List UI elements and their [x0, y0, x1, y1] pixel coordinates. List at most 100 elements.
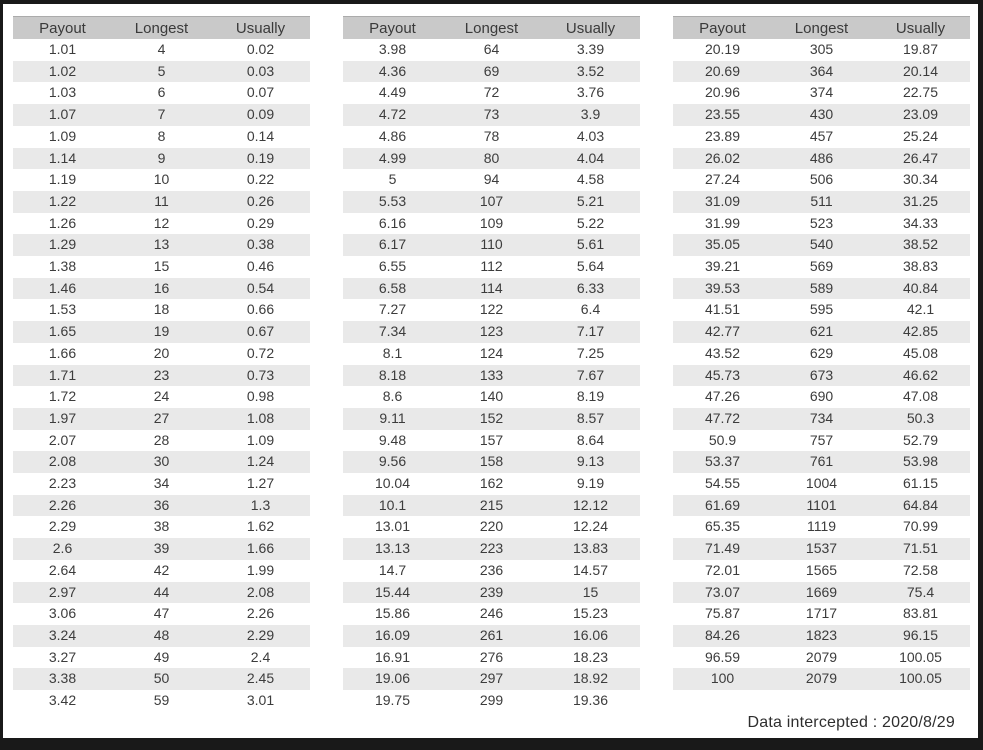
column-header-longest: Longest [442, 16, 541, 39]
cell-payout: 3.42 [48, 692, 77, 709]
cell-longest: 158 [442, 451, 541, 474]
cell-usually: 0.46 [246, 258, 275, 275]
cell-usually: 3.01 [246, 692, 275, 709]
cell-payout: 2.07 [48, 431, 77, 448]
payout-table-2: Payout Longest Usually 3.98 64 3.39 4.36 69 3… [343, 16, 640, 712]
cell-longest: 73 [442, 104, 541, 126]
cell-payout: 50.9 [708, 431, 737, 448]
cell-longest: 540 [772, 234, 871, 257]
cell-longest: 236 [479, 561, 504, 578]
cell-longest: 261 [442, 624, 541, 647]
table-row: 100 2079 100.05 [673, 668, 970, 691]
cell-longest: 1101 [772, 494, 871, 517]
cell-longest: 7 [112, 104, 211, 126]
cell-payout: 54.55 [704, 475, 741, 492]
table-row: 10.04 162 9.19 [343, 473, 640, 495]
cell-usually: 5.64 [576, 258, 605, 275]
column-header-longest: Longest [112, 16, 211, 39]
cell-longest: 50 [112, 668, 211, 691]
cell-longest: 157 [479, 431, 504, 448]
cell-payout: 1.53 [48, 301, 77, 318]
cell-payout: 5 [388, 171, 397, 188]
cell-usually: 2.26 [246, 605, 275, 622]
cell-longest: 39 [112, 538, 211, 560]
table-row: 19.75 299 19.36 [343, 690, 640, 712]
cell-payout: 3.24 [13, 624, 112, 647]
cell-usually: 22.75 [902, 84, 939, 101]
cell-payout: 1.65 [13, 321, 112, 343]
cell-payout: 2.64 [48, 561, 77, 578]
column-header-longest: Longest [772, 16, 871, 39]
table-row: 6.58 114 6.33 [343, 277, 640, 300]
cell-longest: 690 [809, 388, 834, 405]
table-row: 43.52 629 45.08 [673, 343, 970, 365]
cell-usually: 0.54 [211, 277, 310, 300]
cell-longest: 629 [809, 344, 834, 361]
cell-payout: 2.29 [48, 518, 77, 535]
cell-payout: 4.86 [378, 127, 407, 144]
cell-usually: 18.92 [541, 668, 640, 691]
cell-payout: 2.23 [48, 475, 77, 492]
cell-longest: 122 [479, 301, 504, 318]
cell-usually: 8.64 [576, 431, 605, 448]
table-row: 3.38 50 2.45 [13, 668, 310, 691]
cell-usually: 4.03 [576, 127, 605, 144]
cell-usually: 20.14 [871, 60, 970, 83]
cell-usually: 3.52 [541, 60, 640, 83]
cell-longest: 1537 [772, 538, 871, 560]
cell-payout: 1.71 [13, 364, 112, 387]
table-row: 41.51 595 42.1 [673, 299, 970, 321]
table-row: 1.07 7 0.09 [13, 104, 310, 126]
cell-longest: 276 [479, 648, 504, 665]
table-row: 15.44 239 15 [343, 581, 640, 604]
cell-longest: 589 [772, 277, 871, 300]
cell-usually: 42.85 [871, 321, 970, 343]
table-row: 96.59 2079 100.05 [673, 647, 970, 669]
cell-usually: 72.58 [902, 561, 939, 578]
cell-longest: 133 [442, 364, 541, 387]
table-row: 1.46 16 0.54 [13, 277, 310, 300]
table-row: 16.09 261 16.06 [343, 624, 640, 647]
table-row: 1.02 5 0.03 [13, 60, 310, 83]
cell-usually: 64.84 [871, 494, 970, 517]
cell-payout: 39.21 [704, 258, 741, 275]
cell-usually: 2.29 [211, 624, 310, 647]
data-intercepted-note: Data intercepted : 2020/8/29 [747, 714, 955, 731]
cell-usually: 0.73 [211, 364, 310, 387]
cell-longest: 8 [157, 127, 166, 144]
cell-payout: 1.22 [13, 190, 112, 213]
cell-usually: 61.15 [902, 475, 939, 492]
cell-longest: 48 [112, 624, 211, 647]
cell-usually: 50.3 [871, 407, 970, 430]
cell-payout: 9.48 [378, 431, 407, 448]
cell-payout: 8.18 [343, 364, 442, 387]
table-row: 54.55 1004 61.15 [673, 473, 970, 495]
table-row: 20.19 305 19.87 [673, 39, 970, 61]
header-row: Payout Longest Usually [13, 16, 310, 39]
cell-longest: 140 [479, 388, 504, 405]
cell-payout: 7.27 [378, 301, 407, 318]
cell-payout: 1.29 [13, 234, 112, 257]
cell-payout: 31.99 [704, 214, 741, 231]
cell-usually: 0.38 [211, 234, 310, 257]
table-row: 8.1 124 7.25 [343, 343, 640, 365]
cell-payout: 19.75 [374, 692, 411, 709]
cell-payout: 23.89 [704, 127, 741, 144]
cell-payout: 1.01 [48, 41, 77, 57]
cell-payout: 4.72 [343, 104, 442, 126]
table-row: 6.55 112 5.64 [343, 256, 640, 278]
cell-longest: 112 [480, 258, 503, 275]
cell-longest: 23 [112, 364, 211, 387]
cell-usually: 1.24 [211, 451, 310, 474]
cell-longest: 4 [157, 41, 166, 57]
cell-longest: 374 [809, 84, 834, 101]
cell-longest: 24 [153, 388, 170, 405]
cell-usually: 30.34 [902, 171, 939, 188]
table-row: 10.1 215 12.12 [343, 494, 640, 517]
cell-longest: 49 [153, 648, 170, 665]
cell-payout: 20.19 [704, 41, 741, 57]
cell-longest: 38 [153, 518, 170, 535]
cell-longest: 64 [483, 41, 500, 57]
table-row: 2.23 34 1.27 [13, 473, 310, 495]
cell-payout: 31.09 [673, 190, 772, 213]
